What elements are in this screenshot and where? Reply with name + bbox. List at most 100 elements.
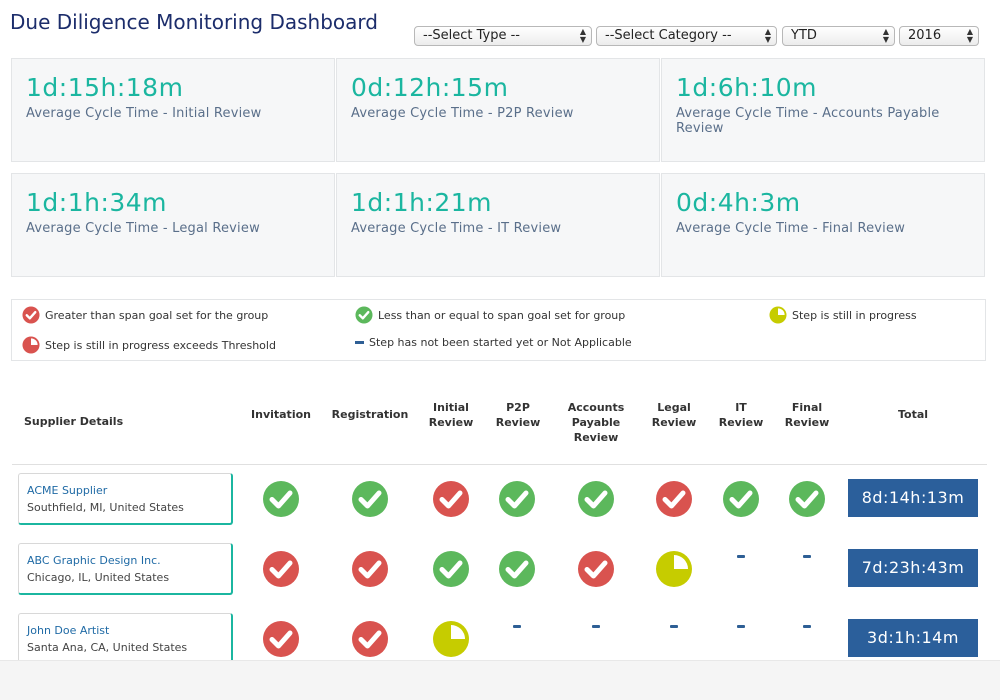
header-line: P2P bbox=[506, 401, 530, 414]
legend-text: Less than or equal to span goal set for … bbox=[378, 308, 626, 322]
header-line: Accounts bbox=[567, 401, 625, 414]
header-invitation: Invitation bbox=[251, 408, 311, 421]
header-line: Review bbox=[784, 416, 830, 429]
supplier-card[interactable]: ABC Graphic Design Inc. Chicago, IL, Unit… bbox=[18, 543, 233, 595]
metric-value: 0d:12h:15m bbox=[351, 73, 509, 102]
metric-label: Average Cycle Time - P2P Review bbox=[351, 106, 574, 121]
metric-card-it: 1d:1h:21m Average Cycle Time - IT Review bbox=[336, 173, 660, 277]
green-check-icon bbox=[722, 480, 760, 518]
not-started-dash-icon bbox=[803, 625, 811, 628]
header-p2p-review: P2P Review bbox=[483, 400, 553, 430]
dash-icon bbox=[355, 341, 364, 344]
select-arrows-icon: ▲ ▼ bbox=[579, 27, 586, 44]
red-check-icon bbox=[22, 306, 40, 324]
legend-text: Step is still in progress bbox=[792, 308, 917, 322]
header-legal-review: Legal Review bbox=[639, 400, 709, 430]
in-progress-icon bbox=[769, 306, 787, 324]
legend-text: Step is still in progress exceeds Thresh… bbox=[45, 338, 276, 352]
red-check-icon bbox=[351, 620, 389, 658]
total-cycle-time: 7d:23h:43m bbox=[848, 549, 978, 587]
red-check-icon bbox=[432, 480, 470, 518]
period-select-value: YTD bbox=[791, 28, 817, 43]
supplier-card[interactable]: ACME Supplier Southfield, MI, United Stat… bbox=[18, 473, 233, 525]
green-check-icon bbox=[788, 480, 826, 518]
category-select-value: --Select Category -- bbox=[605, 28, 732, 43]
supplier-location: Southfield, MI, United States bbox=[27, 501, 184, 514]
red-check-icon bbox=[262, 550, 300, 588]
metric-value: 1d:6h:10m bbox=[676, 73, 818, 102]
metric-value: 1d:15h:18m bbox=[26, 73, 184, 102]
header-line: Initial bbox=[433, 401, 469, 414]
header-supplier: Supplier Details bbox=[24, 415, 124, 428]
header-line: Payable bbox=[571, 416, 621, 429]
supplier-name-link[interactable]: John Doe Artist bbox=[27, 624, 110, 637]
header-line: Review bbox=[428, 416, 474, 429]
category-select[interactable]: --Select Category -- ▲ ▼ bbox=[596, 26, 777, 46]
not-started-dash-icon bbox=[592, 625, 600, 628]
select-arrows-icon: ▲ ▼ bbox=[764, 27, 771, 44]
type-select-value: --Select Type -- bbox=[423, 28, 520, 43]
green-check-icon bbox=[577, 480, 615, 518]
header-initial-review: Initial Review bbox=[416, 400, 486, 430]
metric-card-final: 0d:4h:3m Average Cycle Time - Final Revi… bbox=[661, 173, 985, 277]
green-check-icon bbox=[498, 550, 536, 588]
in-progress-icon bbox=[432, 620, 470, 658]
metric-label: Average Cycle Time - Legal Review bbox=[26, 221, 260, 236]
green-check-icon bbox=[351, 480, 389, 518]
red-check-icon bbox=[577, 550, 615, 588]
not-started-dash-icon bbox=[803, 555, 811, 558]
supplier-name-link[interactable]: ACME Supplier bbox=[27, 484, 108, 497]
select-arrows-icon: ▲ ▼ bbox=[882, 27, 889, 44]
header-accounts-payable-review: Accounts Payable Review bbox=[556, 400, 636, 445]
status-legend: Greater than span goal set for the group… bbox=[11, 299, 986, 361]
header-total: Total bbox=[897, 408, 929, 421]
legend-item-exceeds: Step is still in progress exceeds Thresh… bbox=[22, 336, 276, 354]
header-final-review: Final Review bbox=[772, 400, 842, 430]
supplier-card[interactable]: John Doe Artist Santa Ana, CA, United Sta… bbox=[18, 613, 233, 665]
header-line: Review bbox=[651, 416, 697, 429]
page-bottom-bar bbox=[0, 660, 1000, 700]
not-started-dash-icon bbox=[737, 555, 745, 558]
green-check-icon bbox=[355, 306, 373, 324]
total-cycle-time: 3d:1h:14m bbox=[848, 619, 978, 657]
metric-value: 0d:4h:3m bbox=[676, 188, 801, 217]
metric-label: Average Cycle Time - Initial Review bbox=[26, 106, 262, 121]
table-divider bbox=[12, 464, 987, 465]
red-check-icon bbox=[351, 550, 389, 588]
header-line: Final bbox=[791, 401, 823, 414]
page-title: Due Diligence Monitoring Dashboard bbox=[10, 10, 378, 34]
supplier-name-link[interactable]: ABC Graphic Design Inc. bbox=[27, 554, 161, 567]
metric-label: Average Cycle Time - Accounts Payable Re… bbox=[676, 106, 940, 136]
legend-item-greater: Greater than span goal set for the group bbox=[22, 306, 268, 324]
header-line: IT bbox=[735, 401, 747, 414]
supplier-location: Santa Ana, CA, United States bbox=[27, 641, 188, 654]
in-progress-icon bbox=[655, 550, 693, 588]
red-check-icon bbox=[655, 480, 693, 518]
metric-card-p2p: 0d:12h:15m Average Cycle Time - P2P Revi… bbox=[336, 58, 660, 162]
metric-card-accounts-payable: 1d:6h:10m Average Cycle Time - Accounts … bbox=[661, 58, 985, 162]
green-check-icon bbox=[498, 480, 536, 518]
supplier-location: Chicago, IL, United States bbox=[27, 571, 170, 584]
header-line: Review bbox=[718, 416, 764, 429]
metric-card-legal: 1d:1h:34m Average Cycle Time - Legal Rev… bbox=[11, 173, 335, 277]
metric-value: 1d:1h:21m bbox=[351, 188, 493, 217]
not-started-dash-icon bbox=[513, 625, 521, 628]
header-line: Review bbox=[495, 416, 541, 429]
type-select[interactable]: --Select Type -- ▲ ▼ bbox=[414, 26, 592, 46]
total-cycle-time: 8d:14h:13m bbox=[848, 479, 978, 517]
year-select[interactable]: 2016 ▲ ▼ bbox=[899, 26, 979, 46]
legend-item-progress: Step is still in progress bbox=[769, 306, 917, 324]
period-select[interactable]: YTD ▲ ▼ bbox=[782, 26, 895, 46]
not-started-dash-icon bbox=[737, 625, 745, 628]
header-registration: Registration bbox=[331, 408, 409, 421]
not-started-dash-icon bbox=[670, 625, 678, 628]
year-select-value: 2016 bbox=[908, 28, 942, 43]
progress-exceeds-icon bbox=[22, 336, 40, 354]
green-check-icon bbox=[432, 550, 470, 588]
metric-label: Average Cycle Time - IT Review bbox=[351, 221, 562, 236]
legend-item-less: Less than or equal to span goal set for … bbox=[355, 306, 625, 324]
legend-text: Step has not been started yet or Not App… bbox=[369, 336, 632, 349]
header-it-review: IT Review bbox=[706, 400, 776, 430]
select-arrows-icon: ▲ ▼ bbox=[966, 27, 973, 44]
header-line: Legal bbox=[657, 401, 691, 414]
